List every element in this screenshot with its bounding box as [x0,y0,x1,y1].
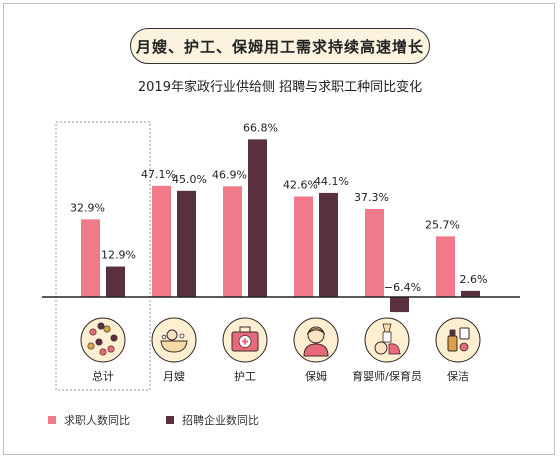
data-label-employers-0: 12.9% [101,249,136,262]
data-label-seekers-0: 32.9% [70,201,105,214]
bar-employers-3 [319,192,338,297]
legend-item-seekers: 求职人数同比 [48,412,130,428]
chart-title: 月嫂、护工、保姆用工需求持续高速增长 [130,28,430,64]
data-label-seekers-5: 25.7% [425,218,460,231]
data-label-seekers-2: 46.9% [212,168,247,181]
legend-item-employers: 招聘企业数同比 [166,412,259,428]
chart-subtitle: 2019年家政行业供给侧 招聘与求职工种同比变化 [137,80,423,95]
bar-employers-5 [461,290,480,297]
category-label-0: 总计 [92,369,114,383]
spray-nozzle [449,329,456,337]
cluster-dot-4 [107,345,115,353]
bar-employers-4 [390,297,409,313]
cluster-dot-2 [110,334,118,342]
category-label-3: 保姆 [305,369,327,383]
bar-seekers-3 [294,196,313,297]
category-label-2: 护工 [234,369,256,383]
spray-bottle [447,335,458,352]
category-label-5: 保洁 [447,369,469,383]
kit-cross [242,338,248,345]
bar-seekers-4 [365,208,384,297]
bar-seekers-2 [223,186,242,297]
bubble-1 [179,333,185,339]
cluster-dot-0 [89,328,97,336]
caretaker-arm [388,343,401,355]
baby-face [374,341,388,355]
kit-handle [239,326,251,333]
legend-swatch-employers [166,416,174,424]
data-label-employers-4: −6.4% [384,281,421,294]
sponge [459,342,469,352]
nanny-body [303,343,329,357]
bar-seekers-5 [436,236,455,297]
bathtub-shape [160,340,188,353]
nanny-hair [306,328,326,335]
data-label-employers-5: 2.6% [460,273,488,286]
bottle-body [382,331,392,343]
legend: 求职人数同比 招聘企业数同比 [48,412,259,428]
category-label-1: 月嫂 [163,370,185,383]
bar-seekers-1 [152,185,171,297]
data-label-employers-3: 44.1% [314,175,349,188]
cluster-dot-3 [95,338,103,346]
data-label-employers-2: 66.8% [243,121,278,134]
bar-employers-1 [177,190,196,297]
category-label-4: 育婴师/保育员 [352,369,422,383]
cluster-dot-1 [103,325,111,333]
cleaning-icon [435,317,481,363]
bar-employers-0 [106,266,125,297]
cluster-dot-6 [99,348,107,356]
bar-employers-2 [248,139,267,297]
data-label-seekers-1: 47.1% [141,168,176,181]
data-label-employers-1: 45.0% [172,173,207,186]
cluster-dot-7 [97,322,105,330]
bubble-2 [161,334,167,340]
bar-seekers-0 [81,219,100,297]
data-label-seekers-4: 37.3% [354,191,389,204]
legend-swatch-seekers [48,416,56,424]
data-label-seekers-3: 42.6% [283,178,318,191]
cleaning-card [459,327,470,340]
highlight-box [55,121,151,391]
legend-label-seekers: 求职人数同比 [64,414,130,427]
cluster-dot-5 [87,342,95,350]
legend-label-employers: 招聘企业数同比 [182,414,259,427]
baby-head [166,329,178,341]
